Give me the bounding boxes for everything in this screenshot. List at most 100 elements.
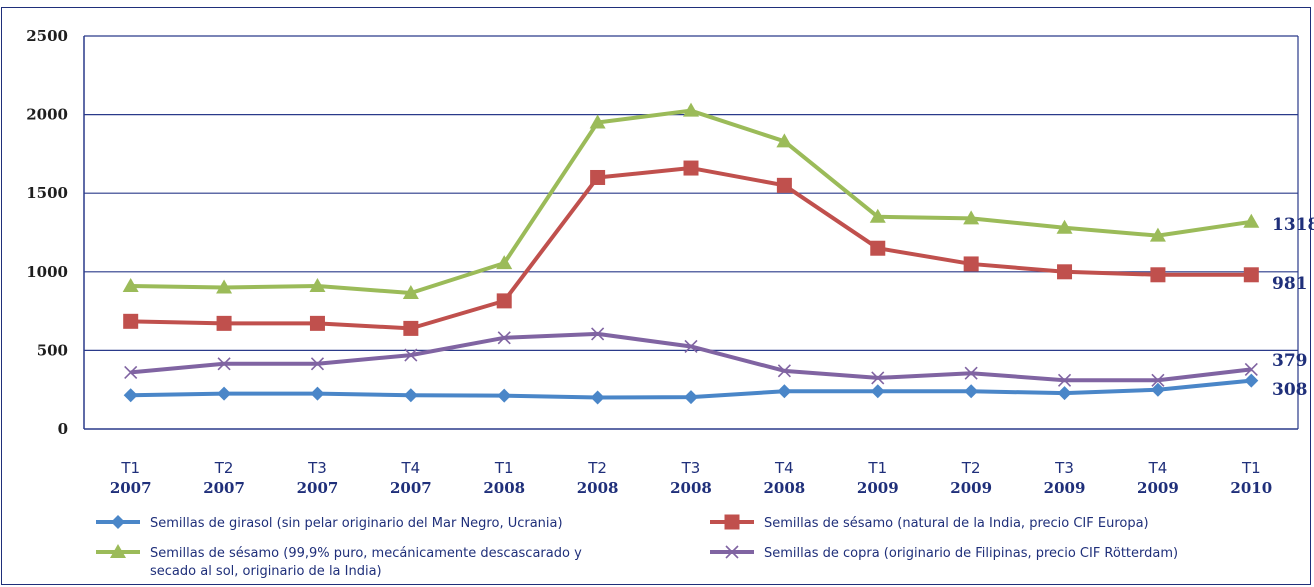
- end-value-label: 379: [1272, 351, 1308, 371]
- data-point: [1056, 219, 1073, 234]
- legend-label: Semillas de girasol (sin pelar originari…: [150, 516, 563, 531]
- axes: [83, 36, 1299, 430]
- end-value-label: 1318: [1272, 215, 1314, 235]
- x-tick-quarter: T4: [400, 459, 420, 477]
- data-point: [403, 388, 418, 403]
- data-point: [777, 384, 792, 399]
- data-point: [963, 256, 979, 272]
- data-point: [871, 371, 885, 385]
- legend-item: Semillas de sésamo (natural de la India,…: [710, 514, 1149, 531]
- legend-marker: [724, 514, 740, 530]
- legend-item: Semillas de sésamo (99,9% puro, mecánica…: [96, 544, 582, 579]
- data-point: [217, 357, 231, 371]
- end-value-label: 981: [1272, 274, 1308, 294]
- series-line: [130, 166, 1252, 331]
- x-tick-year: 2009: [1137, 479, 1179, 497]
- data-point: [776, 133, 793, 148]
- y-axis-ticks: 0 500 1000 1500 2000 2500: [26, 27, 68, 438]
- y-tick-label: 2500: [26, 27, 68, 45]
- data-point: [684, 390, 698, 405]
- legend-label: Semillas de sésamo (99,9% puro, mecánica…: [150, 546, 582, 561]
- data-point: [402, 285, 419, 300]
- x-tick-year: 2007: [110, 479, 152, 497]
- data-point: [870, 384, 885, 399]
- x-tick-quarter: T1: [1241, 459, 1261, 477]
- data-point: [870, 240, 886, 256]
- data-point: [590, 169, 606, 185]
- x-axis-ticks: T1 2007 T2 2007 T3 2007 T4 2007 T1 2008 T2 2008 T3 20…: [110, 459, 1272, 497]
- x-tick-year: 2008: [577, 479, 619, 497]
- data-point: [309, 315, 325, 331]
- data-point: [404, 348, 418, 362]
- data-point: [1243, 213, 1260, 228]
- data-point: [1150, 267, 1166, 283]
- y-tick-label: 500: [37, 341, 68, 359]
- legend-label: Semillas de sésamo (natural de la India,…: [764, 516, 1149, 531]
- data-point: [496, 293, 512, 309]
- gridlines: [84, 35, 1298, 351]
- legend-marker: [110, 544, 126, 558]
- legend-label: Semillas de copra (originario de Filipin…: [764, 546, 1178, 561]
- data-point: [497, 331, 511, 345]
- data-point: [1057, 386, 1072, 401]
- series-line: [130, 108, 1252, 296]
- data-point: [216, 279, 233, 294]
- data-point: [1151, 373, 1165, 387]
- x-tick-quarter: T3: [1054, 459, 1074, 477]
- series-markers: [122, 102, 1260, 405]
- data-point: [683, 160, 699, 176]
- data-point: [1243, 267, 1259, 283]
- data-point: [684, 339, 698, 354]
- data-point: [776, 177, 792, 193]
- x-tick-quarter: T3: [307, 459, 327, 477]
- y-tick-label: 1500: [26, 184, 68, 202]
- x-tick-year: 2007: [203, 479, 245, 497]
- data-point: [123, 388, 138, 403]
- legend-item: Semillas de girasol (sin pelar originari…: [96, 515, 563, 531]
- x-tick-year: 2010: [1230, 479, 1272, 497]
- chart-frame: [1, 7, 1311, 585]
- end-value-label: 308: [1272, 380, 1308, 400]
- data-point: [869, 208, 886, 223]
- data-point: [123, 313, 139, 329]
- x-tick-quarter: T4: [1148, 459, 1168, 477]
- legend: Semillas de girasol (sin pelar originari…: [96, 514, 1178, 579]
- x-tick-year: 2009: [1044, 479, 1086, 497]
- data-point: [591, 327, 605, 341]
- x-tick-year: 2007: [390, 479, 432, 497]
- data-point: [1057, 264, 1073, 280]
- x-tick-quarter: T3: [681, 459, 701, 477]
- data-point: [963, 210, 980, 225]
- data-point: [589, 114, 606, 129]
- legend-label: secado al sol, originario de la India): [150, 564, 382, 579]
- x-tick-quarter: T4: [774, 459, 794, 477]
- x-tick-quarter: T2: [587, 459, 607, 477]
- data-point: [1057, 373, 1072, 387]
- data-point: [124, 365, 138, 379]
- series-line: [130, 331, 1252, 383]
- legend-marker: [111, 515, 125, 529]
- data-point: [683, 102, 699, 117]
- x-tick-year: 2007: [297, 479, 339, 497]
- legend-item: Semillas de copra (originario de Filipin…: [710, 545, 1178, 561]
- x-tick-quarter: T1: [867, 459, 887, 477]
- x-tick-year: 2009: [857, 479, 899, 497]
- data-point: [122, 277, 139, 292]
- data-point: [403, 320, 419, 336]
- data-point: [496, 255, 513, 270]
- x-tick-year: 2008: [483, 479, 525, 497]
- y-tick-label: 0: [58, 420, 68, 438]
- x-tick-quarter: T1: [120, 459, 140, 477]
- data-point: [964, 384, 979, 399]
- data-point: [1150, 382, 1165, 397]
- data-point: [590, 390, 605, 405]
- legend-marker: [725, 545, 739, 559]
- x-tick-year: 2008: [764, 479, 806, 497]
- x-tick-year: 2009: [950, 479, 992, 497]
- data-point: [216, 315, 232, 331]
- x-tick-quarter: T1: [494, 459, 514, 477]
- y-tick-label: 2000: [26, 106, 68, 124]
- data-point: [309, 277, 326, 292]
- data-point: [1244, 373, 1259, 388]
- data-point: [1149, 227, 1166, 242]
